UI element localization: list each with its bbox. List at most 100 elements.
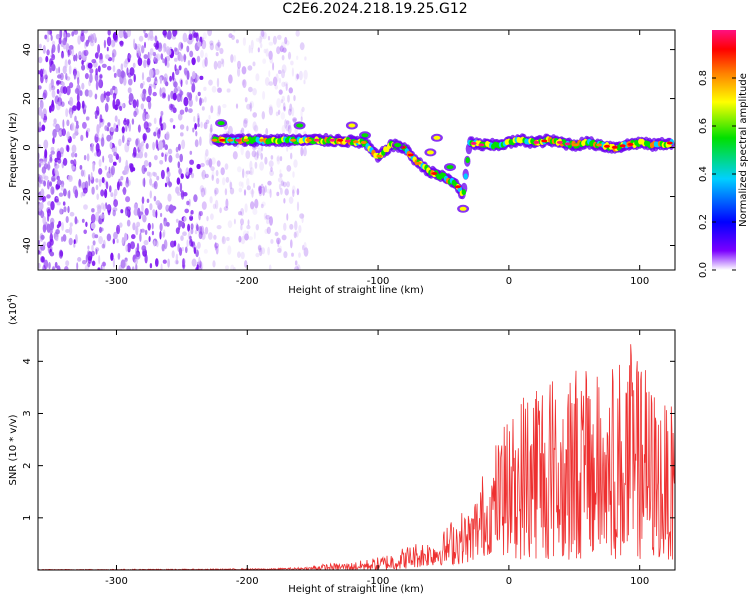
noise-speckle <box>98 236 103 245</box>
noise-speckle <box>77 35 81 45</box>
noise-speckle <box>158 42 162 49</box>
noise-speckle <box>106 126 110 132</box>
noise-speckle <box>66 131 70 140</box>
noise-speckle <box>59 147 64 155</box>
noise-speckle <box>251 188 254 198</box>
x-tick-label: -300 <box>105 576 128 587</box>
noise-speckle <box>112 258 115 268</box>
noise-speckle <box>204 96 207 103</box>
noise-speckle <box>130 241 135 250</box>
noise-speckle <box>54 198 59 203</box>
colorbar-ticks: 0.0 0.2 0.4 0.6 0.8 <box>698 70 736 278</box>
noise-speckle <box>94 72 99 82</box>
noise-speckle <box>49 157 53 162</box>
noise-speckle <box>47 208 51 217</box>
noise-speckle <box>141 72 145 81</box>
noise-speckle <box>284 188 289 196</box>
noise-speckle <box>281 64 287 74</box>
noise-speckle <box>199 75 204 80</box>
noise-speckle <box>70 159 74 164</box>
noise-speckle <box>98 168 103 175</box>
noise-speckle <box>135 252 141 260</box>
noise-speckle <box>75 124 80 129</box>
noise-speckle <box>268 70 271 77</box>
ridge-peak <box>407 153 414 157</box>
noise-speckle <box>278 89 283 95</box>
noise-speckle <box>144 253 148 264</box>
noise-speckle <box>149 203 153 211</box>
noise-speckle <box>85 221 88 227</box>
noise-speckle <box>283 222 287 231</box>
noise-speckle <box>122 188 127 193</box>
noise-speckle <box>159 222 163 232</box>
noise-speckle <box>98 137 101 142</box>
colorbar-tick-label: 0.2 <box>698 214 709 230</box>
noise-speckle <box>216 111 221 117</box>
noise-speckle <box>232 151 238 160</box>
noise-speckle <box>131 266 135 270</box>
noise-speckle <box>55 236 59 242</box>
noise-speckle <box>280 41 286 52</box>
noise-speckle <box>65 108 69 118</box>
ridge-cell <box>461 189 466 196</box>
ridge-peak <box>478 143 485 147</box>
noise-speckle <box>291 252 294 257</box>
noise-speckle <box>119 222 123 228</box>
noise-speckle <box>126 265 131 270</box>
noise-speckle <box>111 147 115 153</box>
noise-speckle <box>46 179 50 190</box>
noise-speckle <box>42 44 46 54</box>
noise-speckle <box>242 230 248 239</box>
noise-speckle <box>118 138 122 147</box>
noise-speckle <box>154 155 158 161</box>
noise-speckle <box>288 196 294 204</box>
noise-speckle <box>220 167 225 176</box>
noise-speckle <box>177 161 181 169</box>
noise-speckle <box>259 30 265 40</box>
noise-speckle <box>204 173 209 179</box>
noise-speckle <box>267 246 270 256</box>
ridge-peak <box>376 154 383 158</box>
noise-speckle <box>208 159 212 167</box>
noise-speckle <box>287 121 292 130</box>
colorbar-tick-label: 0.0 <box>698 262 709 278</box>
noise-speckle <box>155 58 158 64</box>
noise-speckle <box>89 33 94 44</box>
noise-speckle <box>229 187 235 195</box>
noise-speckle <box>211 157 216 165</box>
noise-speckle <box>146 58 151 66</box>
noise-speckle <box>189 50 194 58</box>
noise-speckle <box>112 238 116 245</box>
noise-speckle <box>249 189 255 195</box>
noise-speckle <box>280 112 285 120</box>
noise-speckle <box>206 157 211 166</box>
noise-speckle <box>213 60 218 70</box>
noise-speckle <box>194 139 199 148</box>
noise-speckle <box>156 240 159 248</box>
noise-speckle <box>71 31 75 37</box>
noise-speckle <box>148 85 152 96</box>
noise-speckle <box>81 100 85 109</box>
noise-speckle <box>117 252 121 260</box>
noise-speckle <box>95 80 99 91</box>
noise-speckle <box>194 229 198 235</box>
noise-speckle <box>216 160 221 167</box>
noise-speckle <box>95 249 98 255</box>
noise-speckle <box>46 241 52 249</box>
noise-speckle <box>74 115 77 123</box>
noise-speckle <box>123 119 128 126</box>
noise-speckle <box>185 167 189 176</box>
noise-speckle <box>182 32 188 43</box>
noise-speckle <box>73 159 77 167</box>
noise-speckle <box>241 181 244 189</box>
noise-speckle <box>169 75 173 82</box>
noise-speckle <box>272 62 275 71</box>
noise-speckle <box>136 99 139 108</box>
noise-speckle <box>160 115 162 124</box>
noise-speckle <box>262 90 266 100</box>
noise-speckle <box>160 110 164 116</box>
noise-speckle <box>191 82 196 92</box>
noise-speckle <box>44 148 48 159</box>
noise-speckle <box>230 264 235 270</box>
noise-speckle <box>200 171 204 177</box>
